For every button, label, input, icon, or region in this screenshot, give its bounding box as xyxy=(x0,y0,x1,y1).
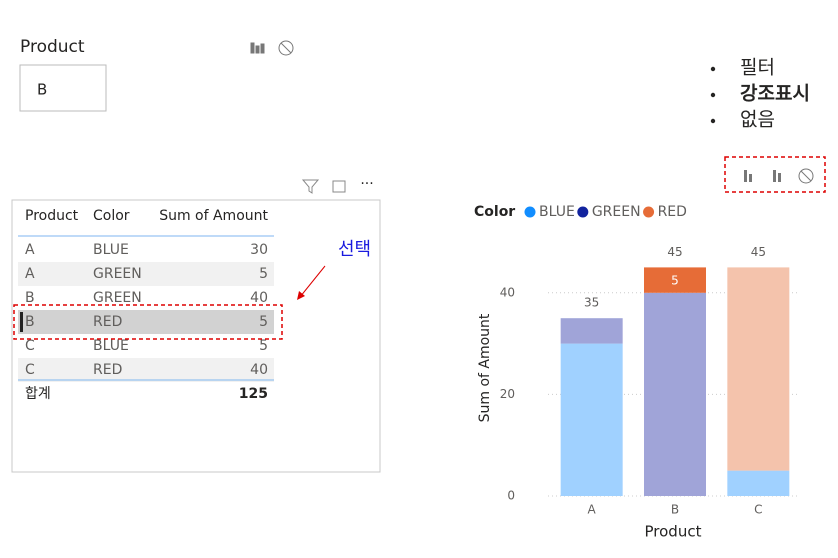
icon[interactable] xyxy=(250,42,255,54)
icon xyxy=(778,173,781,182)
icon[interactable] xyxy=(278,40,294,56)
note-item: 강조표시 xyxy=(740,83,810,105)
total-value: 125 xyxy=(239,386,268,402)
table-cell[interactable]: B xyxy=(25,314,35,330)
selection-marker xyxy=(20,312,23,332)
slicer-icons xyxy=(250,40,294,56)
filter-icon[interactable] xyxy=(301,179,320,194)
more-icon[interactable]: ··· xyxy=(360,176,373,192)
total-label: 45 xyxy=(667,245,682,259)
slicer-title: Product xyxy=(20,37,85,57)
table-cell[interactable]: BLUE xyxy=(93,242,129,258)
legend-swatch xyxy=(643,206,655,218)
x-tick-label: A xyxy=(588,503,597,517)
y-axis-label: Sum of Amount xyxy=(477,313,493,422)
selection-box xyxy=(13,304,283,340)
y-tick-label: 40 xyxy=(500,285,515,299)
table-cell[interactable]: 30 xyxy=(250,242,268,258)
table-frame xyxy=(11,199,381,473)
table-cell[interactable]: 5 xyxy=(259,314,268,330)
icon[interactable] xyxy=(773,170,776,182)
bullet xyxy=(710,92,716,98)
legend-swatch xyxy=(524,206,536,218)
table-header[interactable]: Color xyxy=(93,208,130,224)
table-cell[interactable]: RED xyxy=(93,314,122,330)
legend-swatch xyxy=(577,206,589,218)
bar-segment[interactable] xyxy=(560,318,623,344)
legend-label[interactable]: BLUE xyxy=(539,204,575,220)
row-bg xyxy=(18,358,274,382)
bar-segment[interactable] xyxy=(644,267,706,293)
bar-segment[interactable] xyxy=(727,470,790,496)
annotation-arrow xyxy=(299,265,326,298)
highlight-box xyxy=(724,156,826,193)
icon xyxy=(255,45,260,54)
icon[interactable] xyxy=(744,170,747,182)
y-tick-label: 20 xyxy=(500,387,515,401)
table-cell[interactable]: A xyxy=(25,242,35,258)
table-header-icons: ··· xyxy=(301,176,374,194)
legend-title: Color xyxy=(474,204,515,220)
table-cell[interactable]: GREEN xyxy=(93,266,142,282)
table-cell[interactable]: 40 xyxy=(250,290,268,306)
note-item: 없음 xyxy=(740,109,775,131)
table-cell[interactable]: 5 xyxy=(259,266,268,282)
slicer-value[interactable]: B xyxy=(37,81,47,99)
bullet xyxy=(710,66,716,72)
annotation: 선택 xyxy=(338,239,371,260)
icon[interactable] xyxy=(798,168,814,184)
table-cell[interactable]: 40 xyxy=(250,362,268,378)
total-label: 합계 xyxy=(25,386,51,402)
x-tick-label: C xyxy=(754,503,762,517)
bar-segment[interactable] xyxy=(727,267,790,471)
icon xyxy=(800,170,812,182)
icon xyxy=(749,174,752,182)
icon xyxy=(280,42,292,54)
total-label: 35 xyxy=(584,296,599,310)
arrow-head xyxy=(297,291,305,300)
bar-segment[interactable] xyxy=(644,292,706,496)
table-cell[interactable]: B xyxy=(25,290,35,306)
table-cell[interactable]: C xyxy=(25,362,35,378)
bullet xyxy=(710,118,716,124)
x-tick-label: B xyxy=(671,503,679,517)
legend-label[interactable]: GREEN xyxy=(592,204,641,220)
table-cell[interactable]: C xyxy=(25,338,35,354)
table-header[interactable]: Sum of Amount xyxy=(159,208,268,224)
focus-icon[interactable] xyxy=(332,180,346,193)
legend-label[interactable]: RED xyxy=(658,204,687,220)
icon xyxy=(260,43,265,54)
table-cell[interactable]: BLUE xyxy=(93,338,129,354)
total-label: 45 xyxy=(751,245,766,259)
chart-icons xyxy=(744,168,814,184)
bar-segment[interactable] xyxy=(560,343,623,496)
data-label: 5 xyxy=(671,274,679,288)
table-header[interactable]: Product xyxy=(25,208,79,224)
note-item: 필터 xyxy=(740,57,775,79)
row-bg xyxy=(18,262,274,286)
x-axis-label: Product xyxy=(645,523,702,541)
table-cell[interactable]: 5 xyxy=(259,338,268,354)
row-bg xyxy=(18,310,274,334)
table-cell[interactable]: RED xyxy=(93,362,122,378)
table-cell[interactable]: A xyxy=(25,266,35,282)
y-tick-label: 0 xyxy=(507,489,515,503)
slicer-box[interactable] xyxy=(19,64,107,112)
table-cell[interactable]: GREEN xyxy=(93,290,142,306)
